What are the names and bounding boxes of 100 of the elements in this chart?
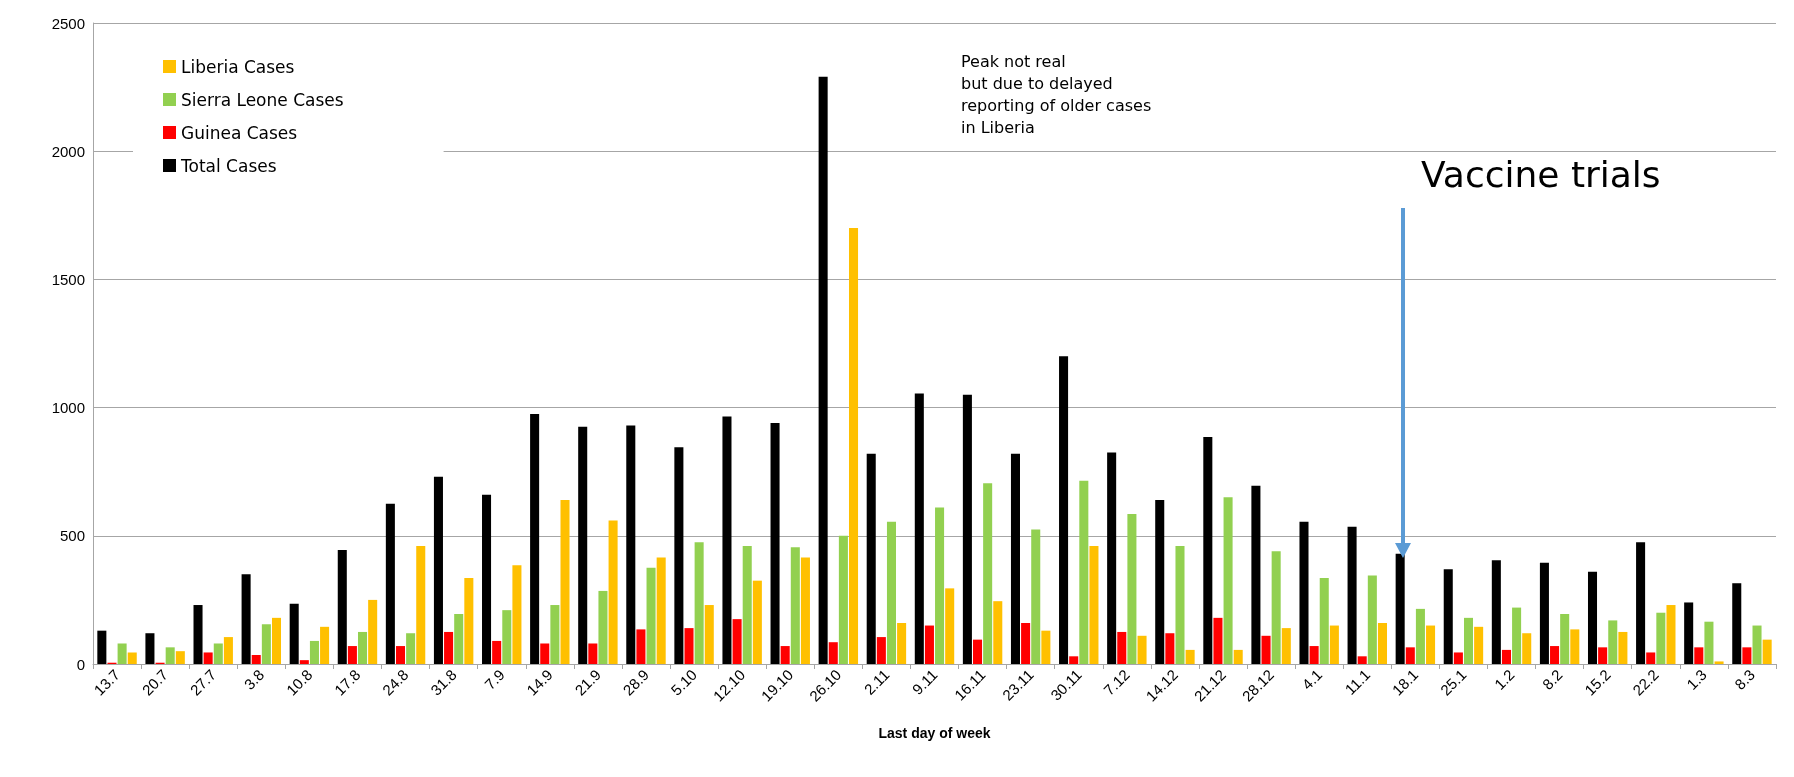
x-tick-label: 4.1	[1298, 665, 1326, 693]
bar	[1443, 569, 1453, 664]
bar	[395, 646, 406, 664]
bar	[1646, 652, 1656, 664]
bar	[1137, 635, 1147, 664]
bar	[1539, 562, 1549, 664]
bar	[1347, 526, 1357, 664]
x-tick-label: 31.8	[427, 665, 460, 699]
bar	[444, 631, 454, 664]
bar	[1742, 647, 1752, 664]
bar	[780, 646, 790, 664]
bar	[309, 640, 319, 664]
bar	[1309, 646, 1319, 664]
bar	[578, 426, 588, 664]
bar	[752, 580, 762, 664]
bar	[261, 624, 271, 664]
y-tick-label: 2000	[51, 142, 85, 160]
bar	[790, 547, 800, 664]
bar	[1175, 546, 1185, 664]
bar	[1501, 649, 1511, 664]
bar	[770, 422, 780, 664]
bar	[962, 394, 972, 664]
bar	[1666, 605, 1676, 664]
bar	[1587, 571, 1598, 664]
bar	[358, 631, 368, 664]
bar	[1512, 607, 1522, 664]
bar	[598, 590, 608, 664]
bar	[271, 617, 282, 664]
bar	[1299, 521, 1309, 664]
y-tick-label: 2500	[51, 14, 85, 32]
bar	[674, 447, 684, 664]
x-tick-label: 8.2	[1538, 665, 1566, 693]
bar	[983, 483, 993, 664]
bar	[433, 476, 443, 664]
bar	[97, 630, 107, 664]
bar	[1732, 583, 1742, 664]
x-tick-label: 7.9	[480, 665, 508, 693]
bar	[251, 655, 261, 664]
y-tick-label: 0	[76, 655, 85, 673]
bar	[1117, 631, 1127, 664]
bar	[838, 535, 848, 664]
x-tick-label: 7.12	[1100, 665, 1133, 699]
bar	[1636, 542, 1646, 664]
bar	[337, 549, 347, 664]
bar	[1453, 652, 1463, 664]
bar	[732, 619, 742, 664]
bar	[608, 520, 618, 664]
x-tick-label: 25.1	[1436, 665, 1470, 699]
bar	[1474, 626, 1484, 664]
bar	[1203, 437, 1213, 664]
bar	[1752, 625, 1762, 664]
bar	[897, 622, 907, 664]
bar	[722, 416, 732, 664]
bar	[145, 633, 155, 664]
bar	[193, 605, 203, 664]
x-tick-label: 2.11	[860, 665, 893, 698]
bar	[1415, 608, 1425, 664]
legend-label: Liberia Cases	[181, 56, 295, 77]
bar	[454, 614, 464, 664]
bar	[973, 639, 983, 664]
bar	[694, 542, 704, 664]
bar	[1704, 621, 1714, 664]
bar	[636, 629, 646, 664]
legend-label: Guinea Cases	[181, 122, 298, 143]
x-tick-label: 1.3	[1683, 665, 1710, 693]
bar	[1570, 629, 1580, 664]
bar	[368, 599, 378, 664]
bar	[482, 494, 492, 664]
bar	[1079, 480, 1089, 664]
bar	[626, 425, 636, 664]
bar	[1233, 649, 1243, 664]
bar	[1656, 612, 1666, 664]
bar	[1598, 647, 1608, 664]
bar	[656, 557, 666, 664]
bar	[1185, 649, 1195, 664]
x-tick-label: 5.10	[667, 665, 701, 699]
bar	[1251, 485, 1261, 664]
bar	[800, 557, 810, 664]
bar	[1405, 647, 1415, 664]
bar	[1329, 625, 1339, 664]
bar	[646, 567, 656, 664]
bar	[416, 546, 426, 664]
bar	[385, 503, 395, 664]
bar	[1550, 646, 1560, 664]
bar	[1059, 356, 1069, 664]
bar	[223, 637, 233, 664]
bar	[406, 633, 416, 664]
bar	[924, 625, 934, 664]
bar	[492, 640, 502, 664]
bar	[1127, 514, 1137, 664]
bar	[704, 605, 714, 664]
bar	[876, 637, 886, 664]
bar	[1319, 578, 1329, 664]
bar	[1021, 622, 1031, 664]
bar	[213, 643, 223, 664]
bar	[1618, 631, 1628, 664]
bar	[1107, 452, 1117, 664]
bar	[1762, 639, 1772, 664]
bar	[1069, 656, 1079, 664]
bar	[1261, 635, 1271, 664]
